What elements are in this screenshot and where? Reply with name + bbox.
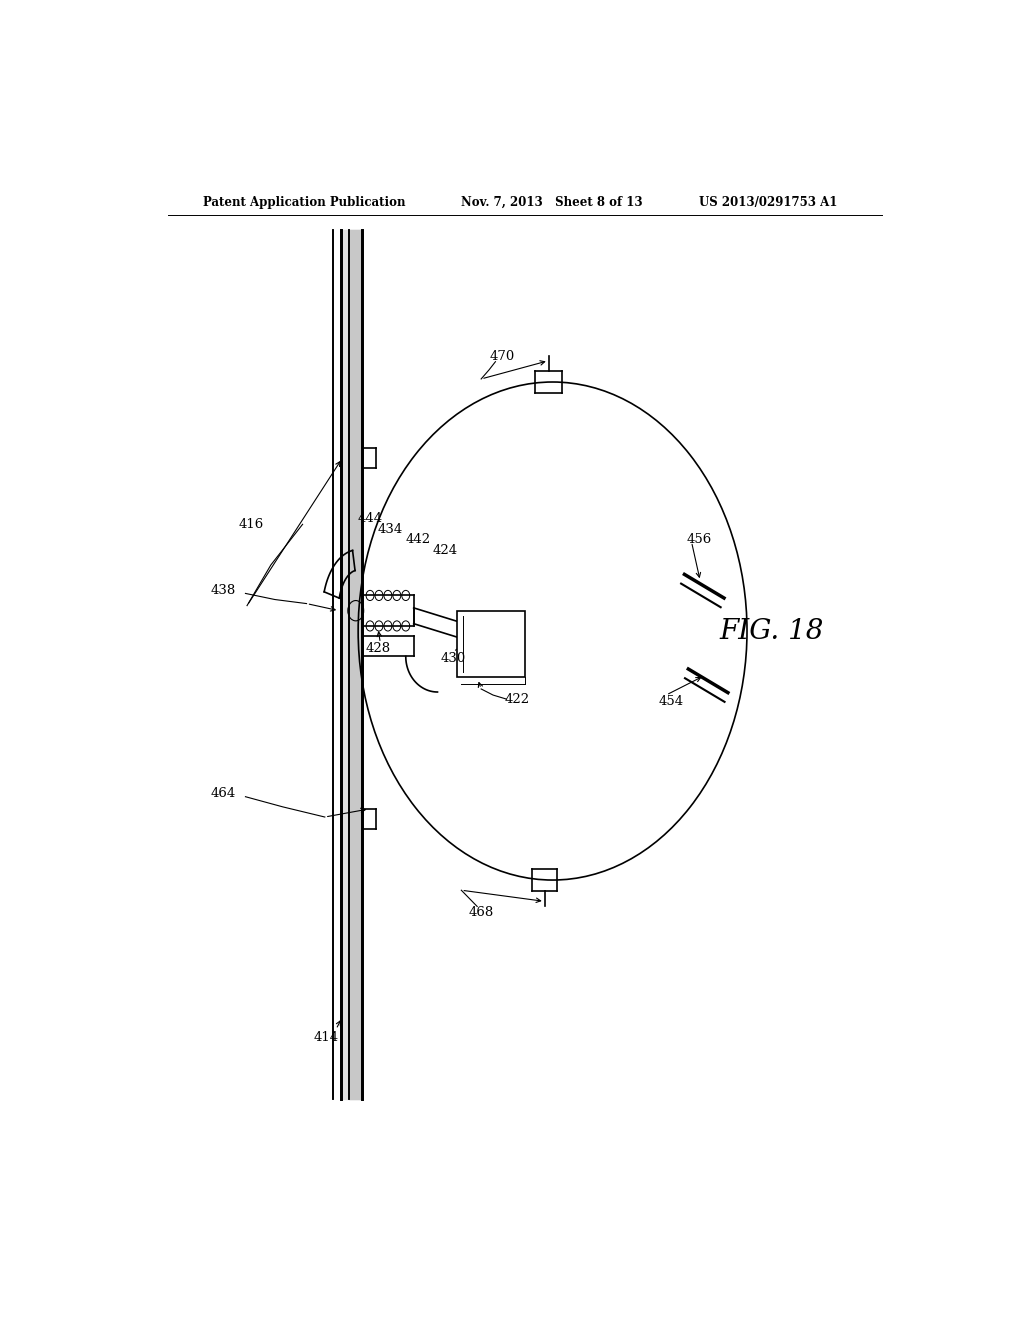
Text: 454: 454 [659,694,684,708]
Text: 428: 428 [366,642,390,655]
Text: 434: 434 [377,523,402,536]
Text: 464: 464 [211,787,236,800]
Text: 422: 422 [504,693,529,706]
Text: 456: 456 [687,533,712,546]
Text: 414: 414 [313,1031,339,1044]
Text: 442: 442 [406,533,430,546]
Text: 470: 470 [489,350,515,363]
Text: US 2013/0291753 A1: US 2013/0291753 A1 [699,195,838,209]
Text: 444: 444 [357,512,383,525]
Text: 424: 424 [433,544,458,557]
Text: Nov. 7, 2013   Sheet 8 of 13: Nov. 7, 2013 Sheet 8 of 13 [461,195,643,209]
Text: 438: 438 [211,583,236,597]
Text: 416: 416 [239,517,263,531]
Bar [458,611,524,677]
Text: 468: 468 [469,906,494,919]
Text: 430: 430 [440,652,466,665]
Text: FIG. 18: FIG. 18 [719,618,823,644]
Text: Patent Application Publication: Patent Application Publication [204,195,406,209]
